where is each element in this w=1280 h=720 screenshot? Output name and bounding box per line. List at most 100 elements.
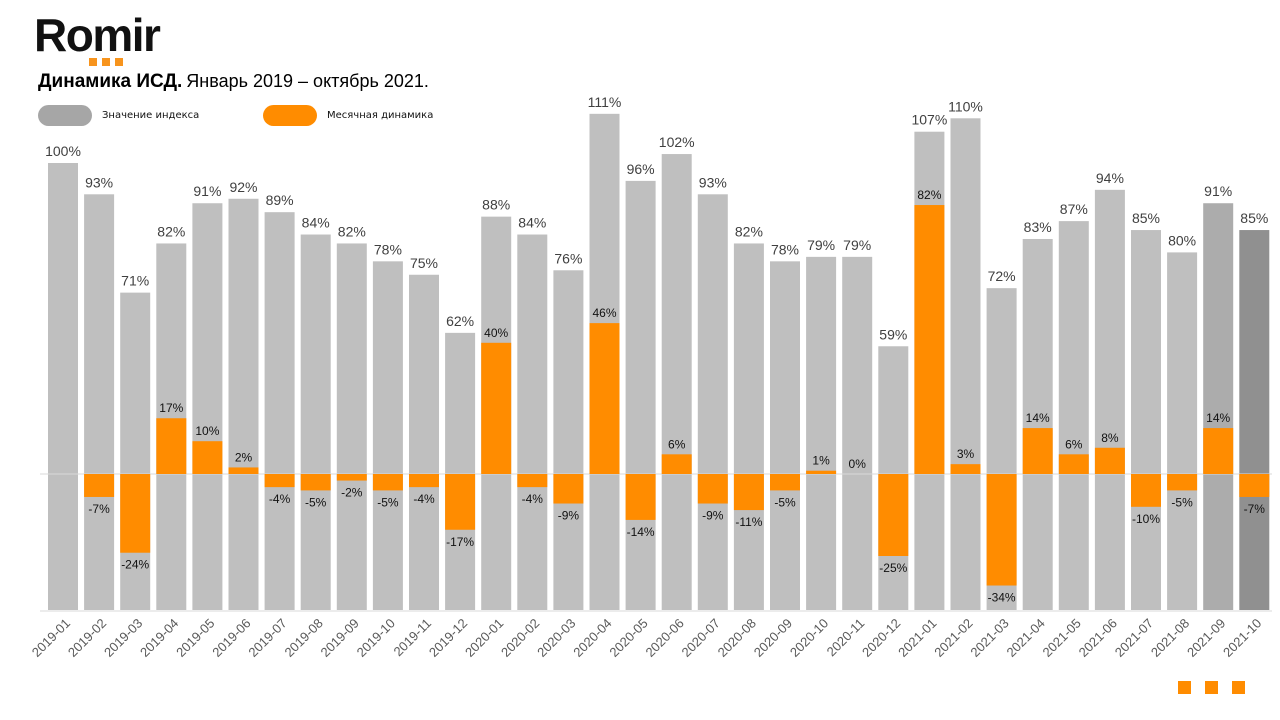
- monthly-value-label: -10%: [1132, 512, 1160, 526]
- index-value-label: 82%: [735, 223, 763, 239]
- index-bar: [1203, 203, 1234, 611]
- x-tick-label: 2019-05: [173, 616, 217, 660]
- index-value-label: 75%: [410, 255, 438, 271]
- index-value-label: 110%: [948, 98, 983, 114]
- monthly-bar: [120, 474, 151, 553]
- x-tick-label: 2020-08: [715, 616, 759, 660]
- legend-label-index: Значение индекса: [102, 109, 200, 121]
- x-tick-label: 2020-10: [787, 616, 831, 660]
- x-tick-label: 2019-06: [209, 616, 253, 660]
- x-tick-label: 2021-05: [1040, 616, 1084, 660]
- monthly-value-label: 8%: [1101, 431, 1119, 445]
- monthly-value-label: -25%: [879, 561, 907, 575]
- monthly-value-label: -24%: [121, 558, 149, 572]
- x-tick-label: 2020-12: [859, 616, 903, 660]
- monthly-value-label: -17%: [446, 535, 474, 549]
- monthly-value-label: 2%: [235, 450, 253, 464]
- x-tick-label: 2020-02: [498, 616, 542, 660]
- monthly-value-label: -5%: [1171, 495, 1193, 509]
- x-tick-label: 2019-03: [101, 616, 145, 660]
- monthly-bar: [770, 474, 800, 491]
- index-value-label: 79%: [807, 237, 835, 253]
- monthly-bar: [950, 464, 981, 474]
- index-value-label: 111%: [588, 94, 622, 110]
- x-tick-label: 2019-12: [426, 616, 470, 660]
- monthly-value-label: -5%: [774, 495, 796, 509]
- index-value-label: 91%: [1204, 183, 1232, 199]
- index-value-label: 83%: [1024, 219, 1052, 235]
- index-value-label: 102%: [659, 134, 695, 150]
- index-value-label: 89%: [266, 192, 294, 208]
- x-tick-label: 2020-06: [642, 616, 686, 660]
- index-bar: [300, 234, 331, 610]
- x-tick-label: 2020-09: [751, 616, 795, 660]
- monthly-value-label: -4%: [522, 492, 544, 506]
- monthly-bar: [481, 342, 512, 474]
- monthly-bar: [553, 474, 584, 504]
- index-value-label: 93%: [699, 174, 727, 190]
- monthly-value-label: 46%: [592, 306, 616, 320]
- x-tick-label: 2021-07: [1112, 616, 1156, 660]
- x-tick-label: 2021-02: [931, 616, 975, 660]
- index-value-label: 84%: [302, 215, 330, 231]
- index-bar: [264, 212, 295, 611]
- index-value-label: 71%: [121, 273, 149, 289]
- x-tick-label: 2020-03: [534, 616, 578, 660]
- x-tick-label: 2021-03: [967, 616, 1011, 660]
- index-value-label: 91%: [193, 183, 221, 199]
- index-value-label: 79%: [843, 237, 871, 253]
- footer-dots: [1178, 681, 1245, 694]
- index-bar: [1167, 252, 1198, 610]
- index-bar: [336, 243, 367, 610]
- index-bar: [770, 261, 800, 610]
- index-bar: [372, 261, 403, 610]
- title-rest: Январь 2019 – октябрь 2021.: [186, 71, 429, 91]
- x-tick-label: 2019-09: [318, 616, 362, 660]
- index-bar: [553, 270, 584, 610]
- monthly-value-label: 82%: [917, 188, 941, 202]
- monthly-bar: [733, 474, 764, 511]
- monthly-bar: [1131, 474, 1161, 507]
- index-value-label: 78%: [771, 241, 799, 257]
- index-value-label: 72%: [988, 268, 1016, 284]
- legend-item-monthly: Месячная динамика: [263, 104, 433, 126]
- monthly-bar: [409, 474, 439, 488]
- x-tick-label: 2019-02: [65, 616, 109, 660]
- monthly-bar: [697, 474, 728, 504]
- index-bar: [517, 234, 548, 610]
- monthly-bar: [228, 467, 259, 474]
- index-bar: [625, 180, 656, 610]
- x-tick-label: 2019-08: [281, 616, 325, 660]
- monthly-bar: [806, 470, 837, 474]
- logo-text: Romir: [34, 9, 161, 61]
- index-value-label: 82%: [338, 223, 366, 239]
- legend-item-index: Значение индекса: [38, 104, 199, 126]
- index-value-label: 100%: [45, 143, 81, 159]
- x-tick-label: 2019-07: [245, 616, 289, 660]
- monthly-bar: [589, 323, 620, 474]
- monthly-value-label: 0%: [849, 457, 867, 471]
- monthly-bar: [1167, 474, 1198, 491]
- monthly-bar: [1022, 428, 1053, 474]
- index-bar: [409, 274, 439, 610]
- index-bar: [806, 256, 837, 610]
- index-value-label: 94%: [1096, 170, 1124, 186]
- index-value-label: 87%: [1060, 201, 1088, 217]
- index-bar: [1022, 238, 1053, 611]
- index-bar: [192, 203, 223, 611]
- monthly-value-label: -9%: [702, 509, 724, 523]
- monthly-value-label: -4%: [269, 492, 291, 506]
- monthly-value-label: 6%: [1065, 437, 1083, 451]
- monthly-bar: [986, 474, 1017, 586]
- index-bar: [84, 194, 115, 611]
- index-bar: [661, 154, 692, 610]
- monthly-value-label: -14%: [627, 525, 655, 539]
- index-bar: [950, 118, 981, 611]
- monthly-value-label: -2%: [341, 486, 363, 500]
- x-tick-label: 2019-04: [137, 616, 181, 660]
- monthly-bar: [878, 474, 909, 556]
- monthly-value-label: -4%: [413, 492, 435, 506]
- index-value-label: 62%: [446, 313, 474, 329]
- x-tick-label: 2021-08: [1148, 616, 1192, 660]
